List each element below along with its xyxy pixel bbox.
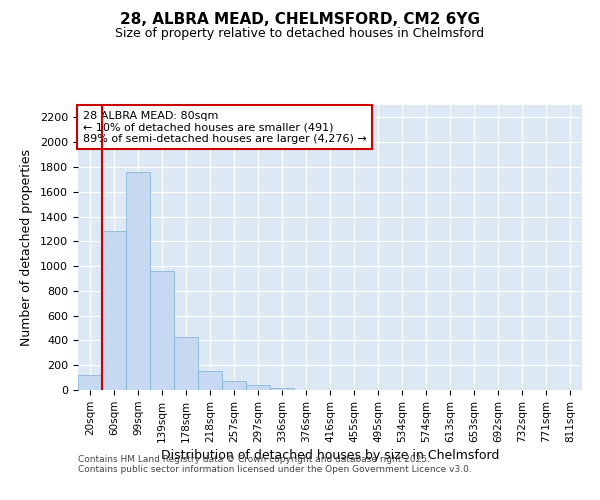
Bar — [198, 372, 222, 390]
Text: Contains public sector information licensed under the Open Government Licence v3: Contains public sector information licen… — [78, 466, 472, 474]
Bar — [78, 375, 102, 390]
Text: Contains HM Land Registry data © Crown copyright and database right 2025.: Contains HM Land Registry data © Crown c… — [78, 456, 430, 464]
Bar — [246, 385, 270, 390]
Text: Size of property relative to detached houses in Chelmsford: Size of property relative to detached ho… — [115, 28, 485, 40]
Text: 28 ALBRA MEAD: 80sqm
← 10% of detached houses are smaller (491)
89% of semi-deta: 28 ALBRA MEAD: 80sqm ← 10% of detached h… — [83, 110, 367, 144]
Bar — [174, 336, 198, 390]
Bar — [126, 172, 150, 390]
Bar — [150, 271, 174, 390]
Text: 28, ALBRA MEAD, CHELMSFORD, CM2 6YG: 28, ALBRA MEAD, CHELMSFORD, CM2 6YG — [120, 12, 480, 28]
X-axis label: Distribution of detached houses by size in Chelmsford: Distribution of detached houses by size … — [161, 449, 499, 462]
Bar — [222, 380, 246, 390]
Bar — [102, 232, 126, 390]
Y-axis label: Number of detached properties: Number of detached properties — [20, 149, 33, 346]
Bar — [270, 388, 294, 390]
